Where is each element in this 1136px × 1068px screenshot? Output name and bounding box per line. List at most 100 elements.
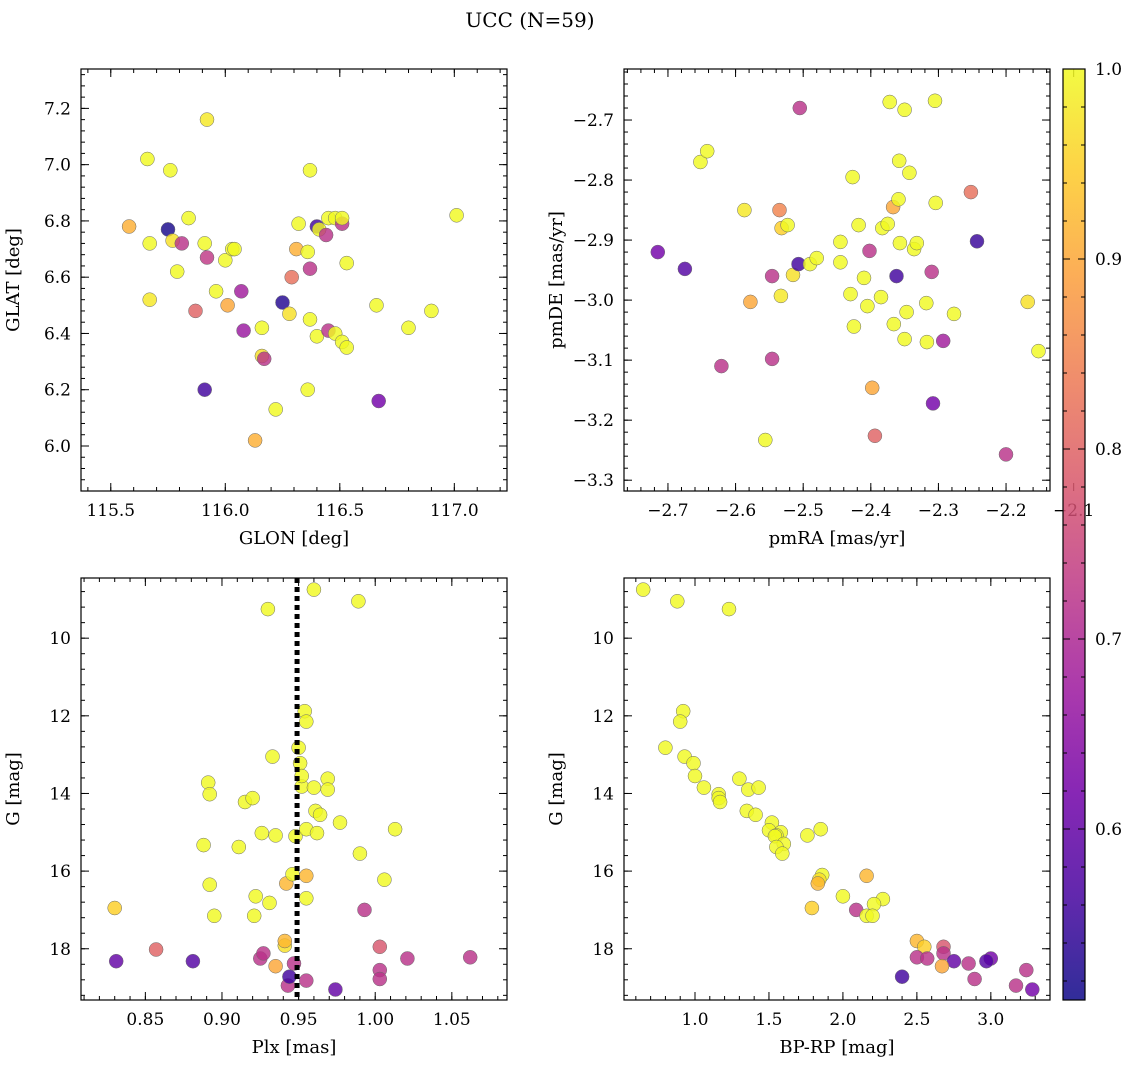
scatter-point (686, 755, 701, 771)
scatter-point (174, 236, 190, 251)
scatter-points (635, 582, 1040, 997)
x-tick-label: −2.6 (715, 501, 756, 521)
colorbar-tick-label: 1.0 (1095, 60, 1122, 80)
scatter-point (199, 250, 215, 265)
y-tick-label: 6.2 (44, 381, 71, 401)
scatter-point (928, 195, 943, 211)
scatter-point (320, 782, 335, 797)
scatter-point (865, 908, 880, 924)
scatter-point (299, 891, 314, 906)
scatter-point (462, 950, 478, 965)
scatter-point (254, 825, 270, 841)
scatter-point (277, 933, 293, 949)
y-tick-label: 7.2 (44, 99, 71, 119)
scatter-point (185, 953, 201, 969)
y-tick-label: 12 (592, 707, 614, 727)
scatter-point (181, 210, 196, 226)
y-tick-label: −3.1 (573, 351, 614, 371)
scatter-point (924, 264, 939, 280)
axes-frame (80, 577, 508, 1001)
x-tick-label: −2.4 (850, 501, 891, 521)
x-tick-label: 115.5 (86, 501, 135, 521)
scatter-point (371, 393, 386, 409)
scatter-point (764, 268, 780, 284)
scatter-point (804, 900, 820, 916)
scatter-point (318, 227, 334, 243)
y-tick-label: 6.6 (44, 268, 71, 288)
x-tick-label: 117.0 (430, 501, 479, 521)
x-axis-label: pmRA [mas/yr] (769, 528, 906, 549)
scatter-point (121, 219, 137, 234)
scatter-point (163, 163, 178, 178)
scatter-point (967, 971, 982, 987)
y-tick-label: 14 (592, 784, 614, 804)
panel-pmra-pmde: −2.7−2.6−2.5−2.4−2.3−2.2−2.1−3.3−3.2−3.1… (546, 68, 1094, 549)
scatter-points (107, 582, 478, 997)
scatter-point (737, 202, 752, 218)
scatter-point (882, 94, 897, 110)
scatter-point (227, 241, 242, 257)
scatter-point (302, 163, 318, 178)
y-axis-label: G [mag] (546, 752, 567, 825)
scatter-point (969, 234, 985, 249)
scatter-point (309, 825, 325, 841)
colorbar-tick-label: 0.9 (1095, 250, 1122, 270)
x-tick-label: −2.2 (985, 501, 1026, 521)
scatter-point (245, 790, 260, 806)
scatter-point (813, 821, 828, 837)
axes-frame (623, 68, 1051, 492)
y-tick-label: 12 (49, 707, 71, 727)
scatter-point (197, 382, 212, 397)
scatter-point (899, 304, 914, 320)
y-tick-label: −2.9 (573, 231, 614, 251)
y-tick-label: 16 (49, 862, 71, 882)
scatter-point (202, 786, 217, 802)
y-tick-label: 7.0 (44, 156, 71, 176)
scatter-point (792, 100, 808, 116)
x-tick-label: 2.5 (903, 1010, 930, 1030)
scatter-point (207, 908, 222, 924)
y-tick-label: 6.8 (44, 212, 71, 232)
scatter-point (658, 740, 673, 755)
scatter-point (268, 402, 283, 417)
scatter-point (142, 236, 157, 251)
scatter-point (672, 714, 688, 729)
scatter-point (254, 320, 270, 336)
y-tick-label: 10 (49, 629, 71, 649)
scatter-point (449, 208, 464, 223)
scatter-point (979, 953, 994, 969)
scatter-point (306, 780, 322, 795)
scatter-point (387, 821, 403, 837)
scatter-point (140, 151, 155, 167)
x-tick-label: −2.7 (647, 501, 688, 521)
colorbar-tick-label: 0.6 (1095, 820, 1122, 840)
panel-plx-gmag: 0.85 0.90 0.95 1.00 1.05 10 12 14 16 18 Plx [mas] G… (3, 577, 508, 1058)
scatter-point (897, 331, 912, 347)
scatter-point (764, 351, 780, 367)
scatter-point (772, 202, 787, 218)
scatter-point (998, 447, 1014, 462)
scatter-point (886, 316, 902, 332)
x-tick-label: 2.0 (829, 1010, 856, 1030)
scatter-point (721, 601, 737, 617)
scatter-point (894, 969, 910, 984)
scatter-point (712, 794, 728, 810)
scatter-point (196, 837, 211, 853)
y-tick-label: 6.4 (44, 324, 71, 344)
y-tick-label: −2.7 (573, 111, 614, 131)
scatter-point (268, 958, 283, 974)
x-tick-label: 3.0 (977, 1010, 1004, 1030)
scatter-point (925, 396, 941, 411)
scatter-point (864, 380, 880, 396)
scatter-point (1019, 962, 1034, 978)
scatter-point (1025, 982, 1040, 997)
scatter-point (312, 807, 328, 823)
scatter-point (880, 216, 895, 232)
scatter-point (845, 169, 860, 185)
scatter-point (843, 286, 858, 302)
scatter-point (218, 253, 233, 268)
scatter-point (148, 942, 164, 957)
scatter-point (372, 939, 388, 955)
colorbar-gradient (1063, 69, 1085, 1000)
